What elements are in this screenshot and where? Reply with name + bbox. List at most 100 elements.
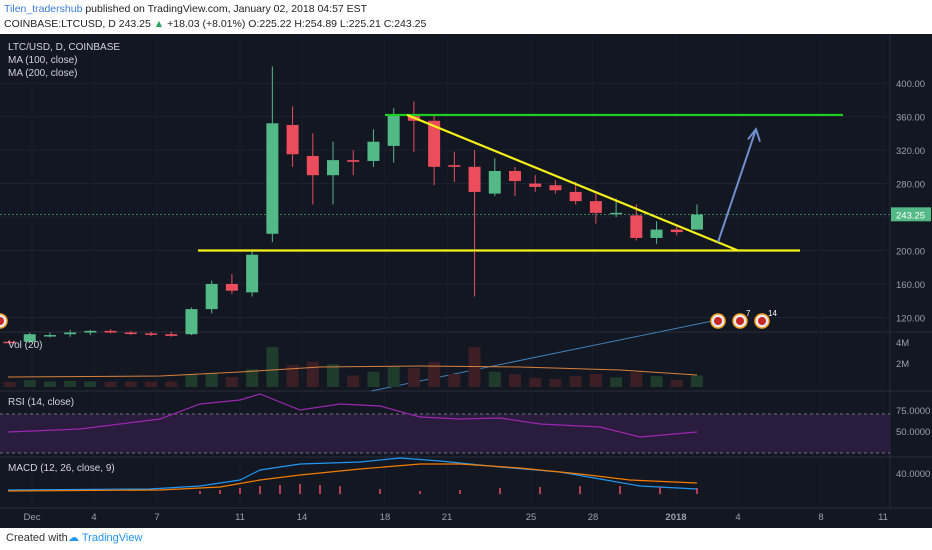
candle-body xyxy=(529,183,542,187)
x-tick-label: 18 xyxy=(380,512,391,523)
volume-bar xyxy=(84,381,97,387)
volume-bar xyxy=(64,381,77,387)
y-tick-label: 400.00 xyxy=(896,79,925,90)
volume-bar xyxy=(650,376,663,387)
candle-body xyxy=(690,214,703,230)
vol-tick: 2M xyxy=(896,359,909,370)
candle-body xyxy=(468,166,481,192)
volume-bar xyxy=(630,372,643,387)
last-price-tag xyxy=(891,207,931,222)
candle-body xyxy=(225,284,238,291)
candle-body xyxy=(84,330,97,333)
candle-body xyxy=(23,334,36,342)
x-tick-label: 25 xyxy=(526,512,537,523)
y-tick-label: 160.00 xyxy=(896,280,925,291)
candle-body xyxy=(185,309,198,335)
candle-body xyxy=(124,332,137,335)
volume-bar xyxy=(670,380,683,387)
ma100-label: MA (100, close) xyxy=(8,55,77,66)
volume-bar xyxy=(367,371,380,387)
candle-body xyxy=(488,171,501,194)
ma-line xyxy=(371,319,718,392)
candle-body xyxy=(509,171,521,182)
rsi-tick: 50.0000 xyxy=(896,427,930,438)
chart-svg[interactable]: 400.00360.00320.00280.00240.00200.00160.… xyxy=(0,34,932,528)
last-price-label: 243.25 xyxy=(896,210,925,221)
cloud-icon: ☁ xyxy=(68,532,79,544)
chart-title: LTC/USD, D, COINBASE xyxy=(8,42,120,53)
candle-body xyxy=(448,165,461,167)
publish-line: Tilen_tradershub published on TradingVie… xyxy=(4,3,367,15)
volume-bar xyxy=(347,375,360,387)
candle-body xyxy=(246,254,259,293)
y-tick-label: 320.00 xyxy=(896,146,925,157)
volume-bar xyxy=(23,380,36,387)
y-tick-label: 120.00 xyxy=(896,313,925,324)
candle-body xyxy=(630,215,643,238)
volume-ma-line xyxy=(7,365,698,378)
macd-label: MACD (12, 26, close, 9) xyxy=(8,463,115,474)
chart-header: Tilen_tradershub published on TradingVie… xyxy=(0,0,932,34)
flag-icon xyxy=(758,317,766,325)
volume-bar xyxy=(327,364,340,387)
volume-bar xyxy=(145,381,158,387)
x-tick-label: 21 xyxy=(442,512,453,523)
candle-body xyxy=(286,124,299,155)
volume-bar xyxy=(589,374,602,387)
candle-body xyxy=(347,160,360,162)
volume-bar xyxy=(569,376,582,387)
rsi-band xyxy=(0,414,890,453)
ma200-label: MA (200, close) xyxy=(8,68,77,79)
rsi-label: RSI (14, close) xyxy=(8,397,74,408)
x-tick-label: 8 xyxy=(818,512,823,523)
volume-bar xyxy=(387,366,400,387)
volume-bar xyxy=(104,381,117,387)
x-tick-label: 4 xyxy=(735,512,740,523)
candle-body xyxy=(367,141,380,161)
volume-bar xyxy=(549,379,562,387)
candle-body xyxy=(306,155,319,176)
volume-bar xyxy=(448,374,461,387)
publisher-name[interactable]: Tilen_tradershub xyxy=(4,3,83,15)
flag-icon xyxy=(714,317,722,325)
candle-body xyxy=(327,160,340,176)
volume-bar xyxy=(266,347,279,387)
ohlc-values: O:225.22 H:254.89 L:225.21 C:243.25 xyxy=(248,18,427,30)
candle-body xyxy=(64,332,77,335)
volume-bar xyxy=(246,369,259,387)
symbol-line: COINBASE:LTCUSD, D 243.25 ▲ +18.03 (+8.0… xyxy=(4,18,426,30)
y-tick-label: 280.00 xyxy=(896,180,925,191)
candle-body xyxy=(3,341,16,344)
vol-tick: 4M xyxy=(896,338,909,349)
candle-body xyxy=(266,123,279,234)
candle-body xyxy=(610,212,623,215)
volume-bar xyxy=(43,381,56,387)
last-price: 243.25 xyxy=(118,18,151,30)
tradingview-logo[interactable]: ☁ TradingView xyxy=(68,531,142,544)
volume-bar xyxy=(488,371,501,387)
flag-icon xyxy=(736,317,744,325)
volume-bar xyxy=(610,377,623,387)
price-change: +18.03 (+8.01%) xyxy=(167,18,246,30)
chart-area[interactable]: 400.00360.00320.00280.00240.00200.00160.… xyxy=(0,34,932,528)
footer: Created with ☁ TradingView xyxy=(0,528,932,550)
candle-body xyxy=(145,333,158,335)
rsi-tick: 75.0000 xyxy=(896,406,930,417)
projection-arrow xyxy=(717,128,757,243)
x-tick-label: 7 xyxy=(154,512,159,523)
volume-bar xyxy=(185,374,198,387)
symbol-name: COINBASE:LTCUSD, D xyxy=(4,18,116,30)
candle-body xyxy=(165,334,178,336)
x-tick-label: 14 xyxy=(297,512,308,523)
event-count: 14 xyxy=(768,309,777,318)
rsi-line xyxy=(7,393,698,438)
arrow-head-icon xyxy=(747,127,761,143)
x-tick-label: 11 xyxy=(235,512,245,523)
volume-bar xyxy=(509,374,521,387)
y-tick-label: 200.00 xyxy=(896,247,925,258)
candle-body xyxy=(428,120,441,167)
volume-bar xyxy=(529,378,542,387)
candle-body xyxy=(650,229,663,238)
volume-bar xyxy=(3,382,16,387)
up-arrow-icon: ▲ xyxy=(153,18,165,30)
